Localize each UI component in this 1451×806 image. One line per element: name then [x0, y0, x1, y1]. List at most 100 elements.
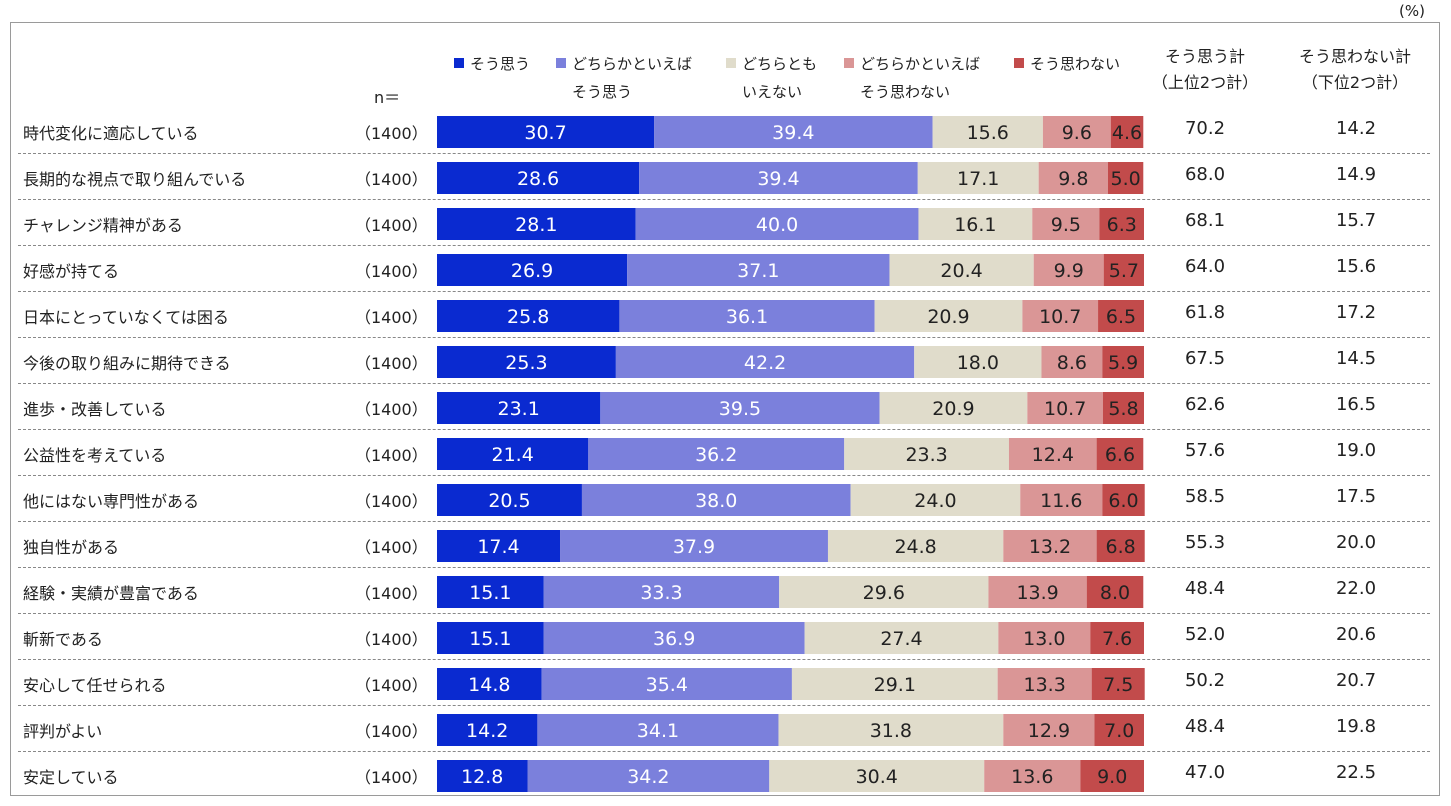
legend-label-somewhat-disagree-1: どちらかといえば — [860, 55, 981, 73]
data-label-neutral: 24.0 — [914, 490, 956, 512]
data-label-strongly-agree: 30.7 — [524, 122, 566, 144]
data-label-strongly-agree: 15.1 — [469, 582, 511, 604]
bar-segment-neutral — [932, 116, 1043, 148]
chart-frame — [10, 22, 1440, 796]
bar-segment-somewhat-disagree — [1027, 392, 1103, 424]
data-label-somewhat-disagree: 10.7 — [1044, 398, 1086, 420]
bar-segment-neutral — [804, 622, 999, 654]
bar-segment-somewhat-agree — [615, 346, 915, 378]
disagree-total-value: 15.6 — [1335, 256, 1377, 277]
data-label-somewhat-disagree: 9.9 — [1054, 260, 1084, 282]
disagree-total-value: 20.7 — [1335, 670, 1377, 691]
data-label-neutral: 20.9 — [932, 398, 974, 420]
data-label-neutral: 20.4 — [940, 260, 982, 282]
data-label-strongly-agree: 17.4 — [477, 536, 519, 558]
bar-segment-somewhat-agree — [537, 714, 779, 746]
data-label-neutral: 17.1 — [957, 168, 999, 190]
legend-label-strongly-agree: そう思う — [470, 55, 531, 73]
data-label-strongly-disagree: 8.0 — [1100, 582, 1130, 604]
agree-total-value: 61.8 — [1184, 302, 1226, 323]
bar-segment-somewhat-agree — [654, 116, 933, 148]
legend-somewhat-agree: どちらかといえば そう思う — [556, 50, 692, 106]
disagree-total-value: 17.5 — [1335, 486, 1377, 507]
data-label-somewhat-disagree: 9.6 — [1062, 122, 1092, 144]
data-label-strongly-agree: 14.2 — [466, 720, 508, 742]
data-label-neutral: 29.6 — [863, 582, 905, 604]
data-label-somewhat-disagree: 13.2 — [1029, 536, 1071, 558]
bar-segment-neutral — [850, 484, 1021, 516]
data-label-strongly-disagree: 5.8 — [1108, 398, 1138, 420]
bar-segment-somewhat-agree — [543, 622, 805, 654]
data-label-neutral: 18.0 — [957, 352, 999, 374]
bar-segment-neutral — [874, 300, 1023, 332]
data-label-strongly-disagree: 6.0 — [1108, 490, 1138, 512]
data-label-strongly-disagree: 9.0 — [1097, 766, 1127, 788]
category-label: 斬新である — [23, 630, 103, 649]
data-label-neutral: 27.4 — [880, 628, 922, 650]
bar-segment-neutral — [917, 162, 1039, 194]
data-label-neutral: 15.6 — [967, 122, 1009, 144]
data-label-somewhat-agree: 36.1 — [726, 306, 768, 328]
sample-size-label: （1400） — [355, 262, 428, 281]
legend-label-somewhat-disagree-2: そう思わない — [860, 83, 951, 101]
bar-segment-strongly-agree — [437, 300, 620, 332]
data-label-strongly-agree: 14.8 — [468, 674, 510, 696]
data-label-somewhat-agree: 37.9 — [673, 536, 715, 558]
row-divider — [18, 705, 1430, 706]
bar-segment-strongly-agree — [437, 116, 655, 148]
bar-segment-strongly-disagree — [1107, 162, 1144, 194]
data-label-somewhat-agree: 40.0 — [756, 214, 798, 236]
bar-segment-somewhat-disagree — [984, 760, 1081, 792]
legend-label-strongly-disagree: そう思わない — [1030, 55, 1121, 73]
unit-label: (%) — [1399, 2, 1425, 20]
data-label-somewhat-disagree: 12.4 — [1032, 444, 1074, 466]
sample-size-label: （1400） — [355, 216, 428, 235]
legend-label-neutral-2: いえない — [742, 83, 803, 101]
category-label: 安定している — [23, 768, 119, 787]
agree-total-header: そう思う計 （上位2つ計） — [1120, 44, 1290, 96]
sample-size-label: （1400） — [355, 446, 428, 465]
agree-total-value: 47.0 — [1184, 762, 1226, 783]
row-divider — [18, 521, 1430, 522]
sample-size-label: （1400） — [355, 768, 428, 787]
bar-segment-strongly-agree — [437, 714, 538, 746]
data-label-somewhat-agree: 37.1 — [737, 260, 779, 282]
bar-segment-somewhat-agree — [600, 392, 880, 424]
legend-swatch-somewhat-agree — [556, 58, 566, 68]
bar-segment-strongly-disagree — [1102, 346, 1144, 378]
data-label-strongly-disagree: 6.5 — [1106, 306, 1136, 328]
bar-segment-somewhat-disagree — [1038, 162, 1108, 194]
data-label-somewhat-disagree: 10.7 — [1039, 306, 1081, 328]
bar-segment-somewhat-agree — [627, 254, 890, 286]
bar-segment-somewhat-agree — [639, 162, 918, 194]
bar-segment-strongly-agree — [437, 208, 636, 240]
bar-segment-neutral — [778, 714, 1004, 746]
data-label-strongly-disagree: 6.8 — [1106, 536, 1136, 558]
legend-somewhat-disagree: どちらかといえば そう思わない — [844, 50, 980, 106]
data-label-strongly-disagree: 6.3 — [1107, 214, 1137, 236]
bar-segment-strongly-disagree — [1096, 438, 1144, 470]
bar-segment-strongly-agree — [437, 484, 582, 516]
bar-segment-somewhat-disagree — [1003, 714, 1095, 746]
data-label-strongly-disagree: 5.7 — [1109, 260, 1139, 282]
bar-segment-somewhat-disagree — [997, 668, 1092, 700]
agree-total-value: 62.6 — [1184, 394, 1226, 415]
sample-size-label: （1400） — [355, 630, 428, 649]
data-label-somewhat-disagree: 13.3 — [1024, 674, 1066, 696]
disagree-total-value: 20.0 — [1335, 532, 1377, 553]
data-label-strongly-disagree: 7.6 — [1102, 628, 1132, 650]
legend-swatch-strongly-disagree — [1014, 58, 1024, 68]
data-label-strongly-agree: 25.8 — [507, 306, 549, 328]
bar-segment-neutral — [791, 668, 998, 700]
agree-total-value: 68.1 — [1184, 210, 1226, 231]
bar-segment-strongly-disagree — [1102, 392, 1144, 424]
data-label-strongly-disagree: 7.5 — [1103, 674, 1133, 696]
category-label: チャレンジ精神がある — [23, 216, 183, 235]
data-label-neutral: 31.8 — [870, 720, 912, 742]
legend-strongly-disagree: そう思わない — [1014, 50, 1120, 78]
bar-segment-somewhat-agree — [560, 530, 828, 562]
row-divider — [18, 245, 1430, 246]
sample-size-label: （1400） — [355, 400, 428, 419]
bar-segment-strongly-agree — [437, 668, 542, 700]
bar-segment-somewhat-agree — [588, 438, 845, 470]
